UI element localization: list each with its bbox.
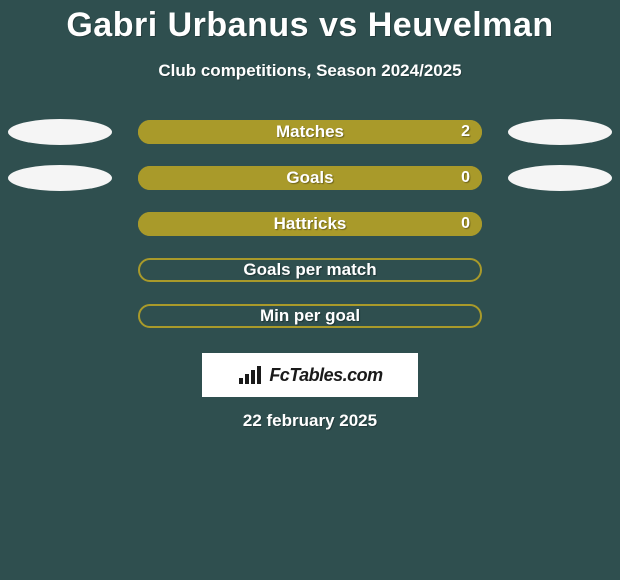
ellipse-icon	[8, 119, 112, 145]
stat-pill: Matches2	[138, 120, 482, 144]
subtitle: Club competitions, Season 2024/2025	[0, 61, 620, 81]
stat-row: Hattricks0	[0, 201, 620, 247]
page-title: Gabri Urbanus vs Heuvelman	[0, 0, 620, 45]
stat-row: Goals0	[0, 155, 620, 201]
stat-row: Goals per match	[0, 247, 620, 293]
stat-pill: Hattricks0	[138, 212, 482, 236]
stat-label: Min per goal	[138, 304, 482, 328]
stat-value-right: 0	[461, 212, 470, 236]
stats-rows: Matches2Goals0Hattricks0Goals per matchM…	[0, 109, 620, 339]
stat-row: Matches2	[0, 109, 620, 155]
stat-pill: Goals per match	[138, 258, 482, 282]
ellipse-icon	[8, 165, 112, 191]
stat-label: Hattricks	[138, 212, 482, 236]
date-label: 22 february 2025	[0, 411, 620, 431]
stat-value-right: 0	[461, 166, 470, 190]
ellipse-icon	[508, 119, 612, 145]
stat-label: Matches	[138, 120, 482, 144]
stat-label: Goals	[138, 166, 482, 190]
logo-box: FcTables.com	[202, 353, 418, 397]
bars-icon	[237, 364, 263, 386]
stat-pill: Min per goal	[138, 304, 482, 328]
stat-label: Goals per match	[138, 258, 482, 282]
ellipse-icon	[508, 165, 612, 191]
logo-text: FcTables.com	[269, 365, 382, 386]
stat-pill: Goals0	[138, 166, 482, 190]
stat-value-right: 2	[461, 120, 470, 144]
stat-row: Min per goal	[0, 293, 620, 339]
